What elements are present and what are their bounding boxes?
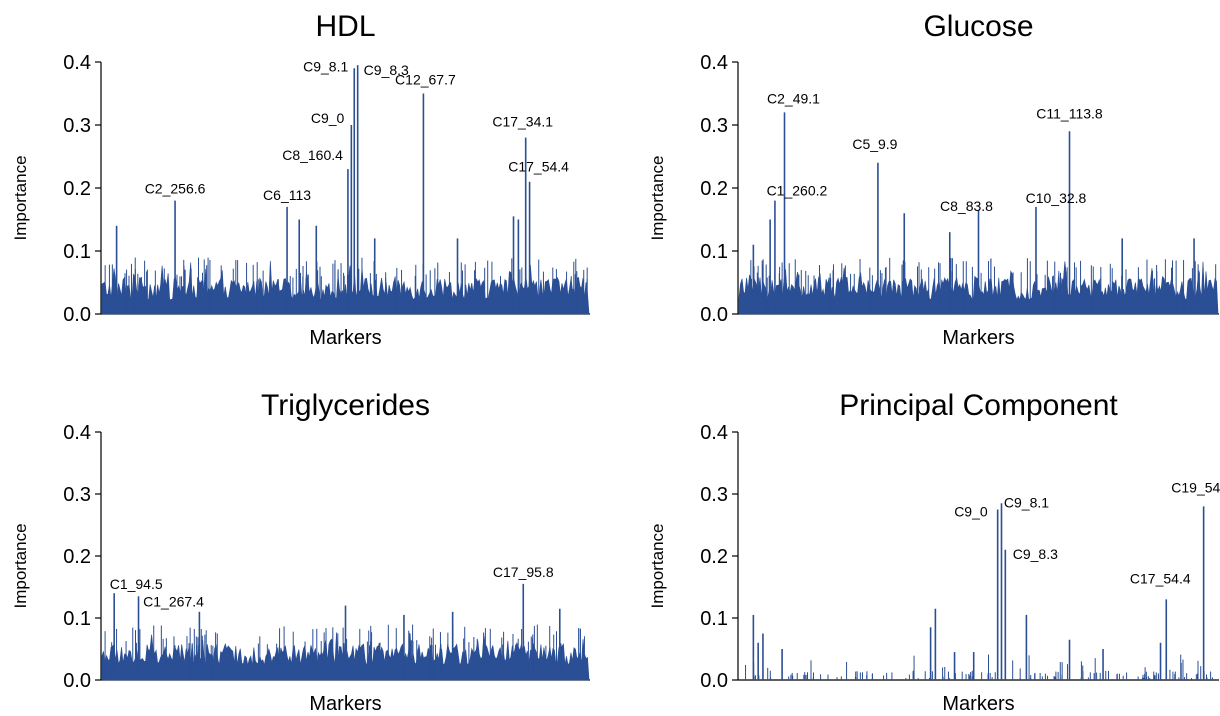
y-tick-label: 0.2 [700, 178, 728, 200]
peak-label: C19_54.4 [1171, 479, 1220, 495]
peak-label: C8_83.8 [940, 198, 993, 214]
peak-label: C1_267.4 [143, 593, 204, 609]
peak-label: C1_260.2 [767, 183, 828, 199]
chart-title: HDL [315, 10, 375, 43]
y-tick-label: 0.4 [700, 422, 728, 444]
y-axis-label: Importance [648, 523, 667, 608]
y-tick-label: 0.4 [63, 52, 91, 74]
peak-label: C2_49.1 [767, 90, 820, 106]
marker-bars [738, 112, 1219, 315]
y-tick-label: 0.0 [63, 304, 91, 326]
y-tick-label: 0.0 [63, 670, 91, 692]
peak-label: C9_8.1 [1004, 494, 1049, 510]
marker-bars [745, 503, 1213, 680]
peak-label: C6_113 [263, 187, 311, 203]
marker-bars [101, 65, 590, 315]
peak-label: C17_95.8 [493, 564, 554, 580]
chart-panel-principal-component: Principal Component 0.0 0.1 0.2 0.3 0.4 Marker… [648, 389, 1220, 715]
x-axis-label: Markers [309, 327, 381, 349]
peak-label: C1_94.5 [110, 576, 163, 592]
x-axis-label: Markers [942, 327, 1014, 349]
peak-label: C17_54.4 [1130, 570, 1191, 586]
peak-label: C9_0 [311, 110, 345, 126]
chart-title: Triglycerides [261, 389, 430, 422]
peak-label: C2_256.6 [145, 181, 206, 197]
chart-panel-triglycerides: Triglycerides 0.0 0.1 0.2 0.3 0.4 Markers Impor… [11, 389, 590, 715]
y-axis-label: Importance [11, 523, 30, 608]
y-tick-label: 0.1 [700, 608, 728, 630]
y-tick-label: 0.1 [700, 241, 728, 263]
peak-label: C17_34.1 [492, 114, 553, 130]
chart-title: Glucose [923, 10, 1033, 43]
x-axis-label: Markers [942, 693, 1014, 715]
y-tick-label: 0.3 [700, 115, 728, 137]
chart-panel-glucose: Glucose 0.0 0.1 0.2 0.3 0.4 Markers Importance C… [648, 10, 1219, 349]
y-tick-label: 0.3 [700, 484, 728, 506]
peak-label: C9_0 [954, 504, 988, 520]
y-tick-label: 0.4 [63, 422, 91, 444]
y-tick-label: 0.0 [700, 304, 728, 326]
y-tick-label: 0.0 [700, 670, 728, 692]
peak-label: C5_9.9 [852, 136, 897, 152]
y-tick-label: 0.3 [63, 484, 91, 506]
chart-panel-hdl: HDL 0.0 0.1 0.2 0.3 0.4 Markers Importance C2_25… [11, 10, 590, 349]
y-axis-label: Importance [11, 155, 30, 240]
x-axis-label: Markers [309, 693, 381, 715]
marker-bars [101, 583, 590, 681]
y-tick-label: 0.1 [63, 608, 91, 630]
y-tick-label: 0.1 [63, 241, 91, 263]
peak-label: C9_8.1 [303, 58, 348, 74]
y-tick-label: 0.2 [700, 546, 728, 568]
y-axis-label: Importance [648, 155, 667, 240]
peak-label: C10_32.8 [1026, 190, 1087, 206]
marker-bar-mass [101, 260, 590, 315]
peak-label: C9_8.3 [364, 62, 409, 78]
peak-label: C12_67.7 [395, 72, 456, 88]
y-tick-label: 0.2 [63, 178, 91, 200]
peak-label: C8_160.4 [282, 147, 343, 163]
peak-label: C9_8.3 [1013, 546, 1058, 562]
peak-label: C11_113.8 [1036, 105, 1103, 121]
chart-title: Principal Component [839, 389, 1118, 422]
y-tick-label: 0.4 [700, 52, 728, 74]
y-tick-label: 0.3 [63, 115, 91, 137]
peak-label: C17_54.4 [508, 159, 569, 175]
y-tick-label: 0.2 [63, 546, 91, 568]
